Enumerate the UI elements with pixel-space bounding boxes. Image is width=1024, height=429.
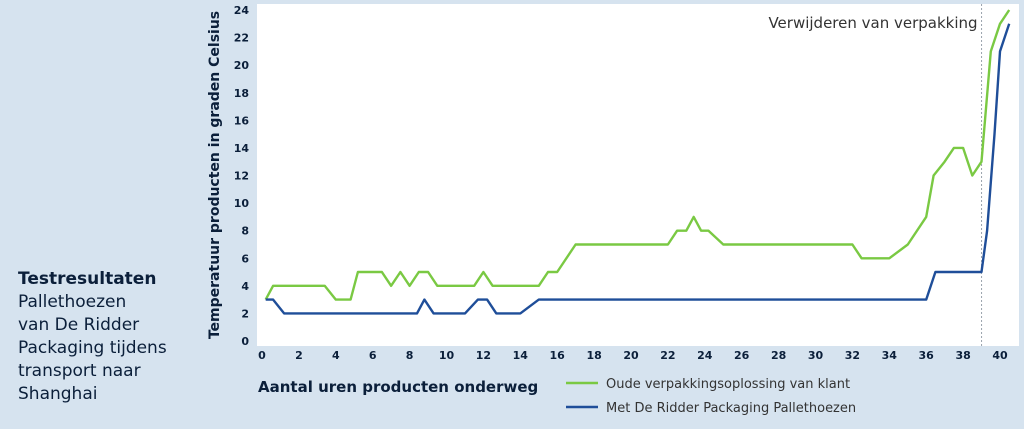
y-tick-label: 6 (241, 252, 249, 265)
x-tick-label: 6 (369, 349, 377, 362)
x-tick-label: 0 (258, 349, 266, 362)
x-tick-label: 28 (771, 349, 786, 362)
series-lines (264, 9, 1011, 315)
x-tick-label: 16 (550, 349, 566, 362)
x-tick-label: 34 (882, 349, 898, 362)
series-line-old-packaging (264, 9, 1011, 301)
y-tick-label: 8 (241, 225, 249, 238)
legend: Oude verpakkingsoplossing van klant Met D… (566, 377, 856, 416)
test-results-line-4: transport naar (18, 361, 141, 381)
legend-label: Oude verpakkingsoplossing van klant (606, 377, 850, 392)
y-tick-label: 24 (234, 4, 250, 17)
y-tick-label: 16 (234, 114, 250, 127)
x-tick-label: 18 (586, 349, 601, 362)
test-results-line-1: Pallethoezen (18, 292, 127, 312)
x-tick-label: 22 (660, 349, 675, 362)
y-tick-label: 4 (241, 280, 249, 293)
y-tick-label: 0 (241, 335, 249, 348)
y-tick-label: 10 (234, 197, 250, 210)
test-results-line-3: Packaging tijdens (18, 338, 167, 358)
test-results-title: Testresultaten (18, 269, 157, 289)
plot-area (257, 4, 1019, 346)
x-tick-labels: 0 2 4 6 8 10 12 14 16 18 20 22 24 26 28 30 32 34 36 38 40 (258, 349, 1008, 362)
x-tick-label: 2 (295, 349, 303, 362)
x-tick-label: 26 (734, 349, 750, 362)
x-tick-label: 8 (406, 349, 414, 362)
packaging-removal-annotation: Verwijderen van verpakking (768, 14, 977, 32)
y-tick-label: 12 (234, 170, 249, 183)
series-line-de-ridder (265, 23, 1011, 315)
x-tick-label: 24 (697, 349, 713, 362)
y-tick-label: 18 (234, 87, 249, 100)
y-tick-label: 22 (234, 32, 249, 45)
x-tick-label: 4 (332, 349, 340, 362)
y-tick-label: 20 (234, 59, 250, 72)
y-tick-label: 14 (234, 142, 250, 155)
x-tick-label: 32 (845, 349, 860, 362)
x-tick-label: 40 (992, 349, 1008, 362)
legend-label: Met De Ridder Packaging Pallethoezen (606, 401, 856, 416)
x-tick-label: 10 (439, 349, 455, 362)
x-tick-label: 20 (623, 349, 639, 362)
y-axis-label: Temperatuur producten in graden Celsius (207, 11, 223, 339)
test-results-line-2: van De Ridder (18, 315, 140, 335)
x-tick-label: 30 (808, 349, 824, 362)
x-axis-label: Aantal uren producten onderweg (258, 378, 538, 396)
x-tick-label: 36 (919, 349, 935, 362)
x-tick-label: 14 (513, 349, 529, 362)
x-tick-label: 38 (955, 349, 970, 362)
x-tick-label: 12 (476, 349, 491, 362)
test-results-panel: Testresultaten Pallethoezen van De Ridde… (18, 268, 208, 406)
test-results-line-5: Shanghai (18, 384, 98, 404)
y-tick-label: 2 (241, 307, 249, 320)
